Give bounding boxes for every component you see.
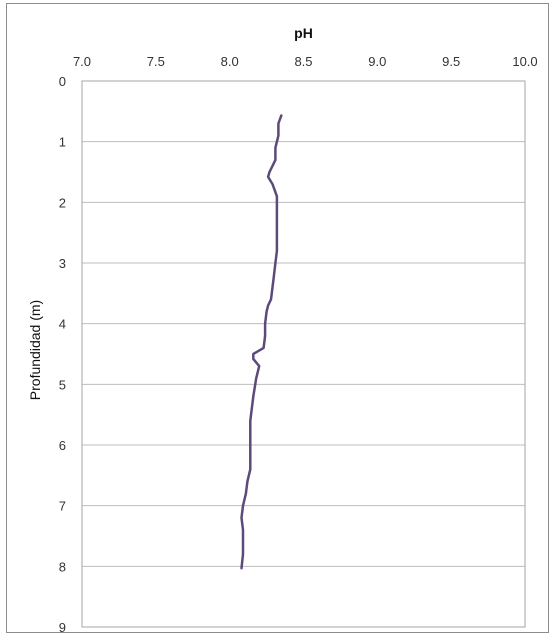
y-tick-label: 3 (59, 256, 66, 271)
plot-area-border (81, 80, 526, 628)
x-tick-label: 7.0 (73, 54, 91, 69)
x-tick-label: 8.0 (221, 54, 239, 69)
y-tick-label: 1 (59, 135, 66, 150)
y-tick-labels: 0 1 2 3 4 5 6 7 8 9 (59, 74, 66, 635)
y-tick-label: 6 (59, 438, 66, 453)
y-tick-label: 0 (59, 74, 66, 89)
x-tick-label: 7.5 (147, 54, 165, 69)
y-tick-label: 2 (59, 195, 66, 210)
y-tick-label: 5 (59, 377, 66, 392)
series-line-ph (240, 114, 283, 570)
y-axis-title: Profundidad (m) (27, 300, 43, 400)
chart-frame (6, 3, 549, 633)
x-axis-title: pH (294, 25, 313, 41)
y-tick-label: 9 (59, 620, 66, 635)
y-tick-label: 4 (59, 317, 66, 332)
y-tick-label: 7 (59, 499, 66, 514)
x-tick-label: 9.0 (368, 54, 386, 69)
x-tick-labels: 7.0 7.5 8.0 8.5 9.0 9.5 10.0 (73, 54, 538, 69)
x-tick-label: 8.5 (294, 54, 312, 69)
gridlines (82, 80, 525, 628)
x-tick-label: 10.0 (512, 54, 537, 69)
x-tick-label: 9.5 (442, 54, 460, 69)
y-tick-label: 8 (59, 559, 66, 574)
